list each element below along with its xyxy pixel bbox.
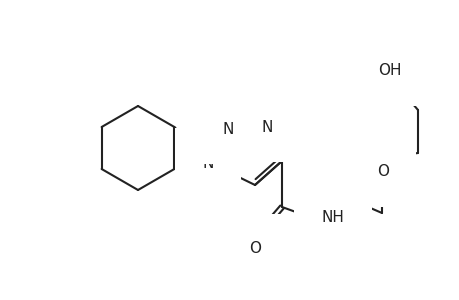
Text: N: N (261, 119, 272, 134)
Text: NH: NH (321, 211, 344, 226)
Text: O: O (248, 241, 260, 256)
Text: N: N (202, 155, 213, 170)
Text: O: O (376, 164, 388, 179)
Text: OH: OH (377, 63, 401, 78)
Text: N: N (222, 122, 233, 136)
